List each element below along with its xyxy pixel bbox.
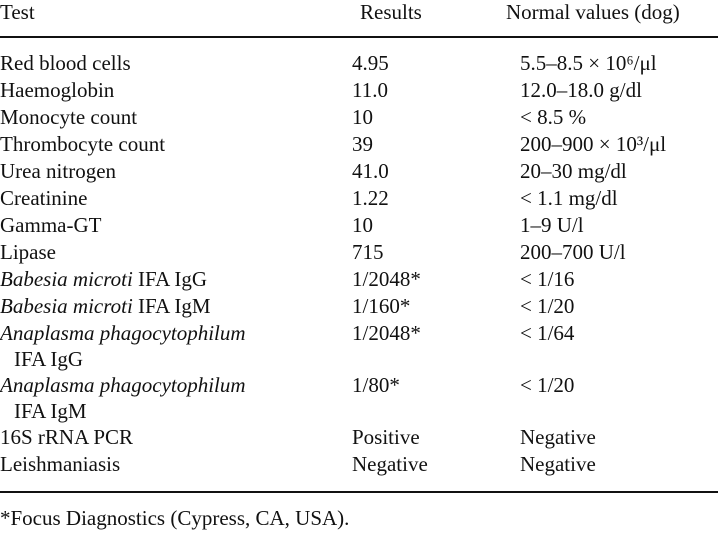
row-test: Haemoglobin xyxy=(0,78,115,102)
row-result: 10 xyxy=(352,105,373,129)
row-test: Thrombocyte count xyxy=(0,132,166,156)
row-normal: 1–9 U/l xyxy=(520,213,584,237)
row-test-species: Babesia microti xyxy=(0,294,133,318)
row-result: 1/80* xyxy=(352,373,400,397)
row-test-assay: IFA IgM xyxy=(14,399,87,423)
table-row: Babesia microti IFA IgM 1/160* < 1/20 xyxy=(0,293,718,320)
row-test-assay: IFA IgG xyxy=(132,267,208,291)
footnote: *Focus Diagnostics (Cypress, CA, USA). xyxy=(0,506,350,530)
row-test: Anaplasma phagocytophilum IFA IgM xyxy=(0,372,246,424)
table-row: Thrombocyte count 39 200–900 × 10³/μl xyxy=(0,131,718,158)
row-test: Red blood cells xyxy=(0,51,131,75)
table-row: Monocyte count 10 < 8.5 % xyxy=(0,104,718,131)
row-normal: < 1/20 xyxy=(520,294,575,318)
table-row: Anaplasma phagocytophilum IFA IgM 1/80* <… xyxy=(0,372,718,424)
table-row: Lipase 715 200–700 U/l xyxy=(0,239,718,266)
row-normal: < 1/16 xyxy=(520,267,575,291)
row-test-species: Anaplasma phagocytophilum xyxy=(0,373,246,397)
table-row: Gamma-GT 10 1–9 U/l xyxy=(0,212,718,239)
row-test: 16S rRNA PCR xyxy=(0,425,134,449)
row-normal: 5.5–8.5 × 10⁶/μl xyxy=(520,51,657,75)
row-test-assay: IFA IgG xyxy=(14,347,84,371)
row-test: Urea nitrogen xyxy=(0,159,117,183)
row-test: Creatinine xyxy=(0,186,88,210)
table-row: Urea nitrogen 41.0 20–30 mg/dl xyxy=(0,158,718,185)
row-test: Leishmaniasis xyxy=(0,452,121,476)
row-normal: 12.0–18.0 g/dl xyxy=(520,78,642,102)
header-normal-values: Normal values (dog) xyxy=(506,0,680,24)
row-test: Anaplasma phagocytophilum IFA IgG xyxy=(0,320,246,372)
row-result: 10 xyxy=(352,213,373,237)
row-result: 1/2048* xyxy=(352,321,421,345)
row-test-assay: IFA IgM xyxy=(132,294,211,318)
table-row: Anaplasma phagocytophilum IFA IgG 1/2048*… xyxy=(0,320,718,372)
row-test-species: Babesia microti xyxy=(0,267,133,291)
row-result: 1.22 xyxy=(352,186,389,210)
row-test: Lipase xyxy=(0,240,56,264)
row-test: Gamma-GT xyxy=(0,213,102,237)
row-result: 715 xyxy=(352,240,384,264)
row-normal: Negative xyxy=(520,452,596,476)
table-row: Creatinine 1.22 < 1.1 mg/dl xyxy=(0,185,718,212)
row-test-species: Anaplasma phagocytophilum xyxy=(0,321,246,345)
row-normal: 200–700 U/l xyxy=(520,240,626,264)
row-normal: 200–900 × 10³/μl xyxy=(520,132,667,156)
row-normal: < 1/20 xyxy=(520,373,575,397)
header-results: Results xyxy=(360,0,422,24)
row-normal: 20–30 mg/dl xyxy=(520,159,627,183)
row-test: Monocyte count xyxy=(0,105,138,129)
row-result: 39 xyxy=(352,132,373,156)
row-normal: Negative xyxy=(520,425,596,449)
row-result: 1/2048* xyxy=(352,267,421,291)
header-rule xyxy=(0,36,718,38)
row-result: Negative xyxy=(352,452,428,476)
table-row: Leishmaniasis Negative Negative xyxy=(0,451,718,478)
table-row: Haemoglobin 11.0 12.0–18.0 g/dl xyxy=(0,77,718,104)
header-test: Test xyxy=(0,0,35,24)
table-body: Red blood cells 4.95 5.5–8.5 × 10⁶/μl Ha… xyxy=(0,50,718,478)
table-row: 16S rRNA PCR Positive Negative xyxy=(0,424,718,451)
row-test: Babesia microti IFA IgG xyxy=(0,266,207,292)
row-result: 41.0 xyxy=(352,159,389,183)
row-result: 1/160* xyxy=(352,294,411,318)
footer-rule xyxy=(0,491,718,493)
row-result: 11.0 xyxy=(352,78,388,102)
row-test: Babesia microti IFA IgM xyxy=(0,293,211,319)
table-header: Test Results Normal values (dog) xyxy=(0,0,718,30)
table-row: Red blood cells 4.95 5.5–8.5 × 10⁶/μl xyxy=(0,50,718,77)
table-row: Babesia microti IFA IgG 1/2048* < 1/16 xyxy=(0,266,718,293)
row-normal: < 1.1 mg/dl xyxy=(520,186,618,210)
row-result: 4.95 xyxy=(352,51,389,75)
row-result: Positive xyxy=(352,425,420,449)
row-normal: < 1/64 xyxy=(520,321,575,345)
row-normal: < 8.5 % xyxy=(520,105,587,129)
